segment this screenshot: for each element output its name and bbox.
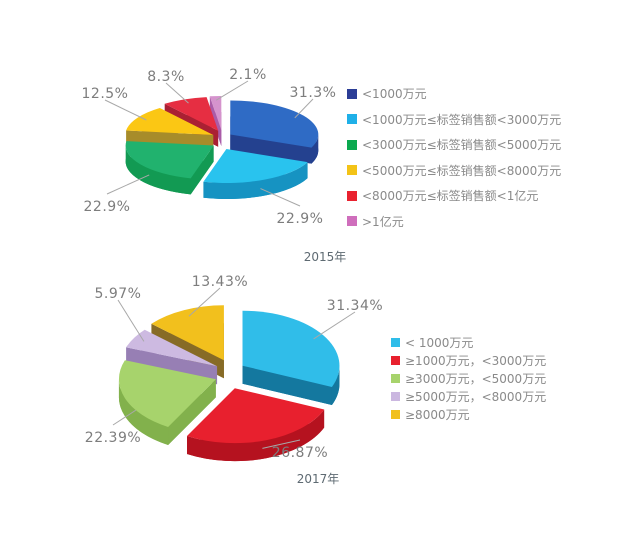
percent-label: 8.3%: [147, 69, 185, 85]
legend-label: <1000万元: [362, 87, 427, 102]
legend-item[interactable]: < 1000万元: [391, 333, 546, 351]
leader-line: [313, 311, 356, 340]
legend-swatch: [391, 355, 400, 365]
legend-label: <1000万元≤标签销售额<3000万元: [362, 112, 562, 127]
pie-slice-<3000万元≤标签销售额<5000万元[interactable]: [125, 141, 214, 179]
legend-item[interactable]: ≥1000万元，<3000万元: [391, 351, 546, 369]
pie-slice-rim: [331, 365, 340, 405]
pie-slice-rim: [118, 379, 169, 445]
pie-slice-rim: [311, 134, 319, 164]
leader-line: [294, 98, 314, 119]
legend-label: <3000万元≤标签销售额<5000万元: [362, 138, 562, 153]
chart-title-2017: 2017年: [296, 472, 340, 486]
percent-label: 5.97%: [95, 286, 142, 302]
legend-item[interactable]: ≥5000万元，<8000万元: [391, 387, 546, 405]
leader-line: [117, 299, 145, 342]
legend-item[interactable]: ≥3000万元，<5000万元: [391, 369, 546, 387]
percent-label: 26.87%: [272, 445, 328, 461]
legend-item[interactable]: <8000万元≤标签销售额<1亿元: [347, 183, 561, 209]
chart-title-2015: 2015年: [303, 250, 347, 264]
legend-label: <8000万元≤标签销售额<1亿元: [362, 189, 539, 204]
legend-label: >1亿元: [362, 214, 404, 229]
leader-line: [260, 188, 301, 207]
percent-label: 12.5%: [82, 86, 129, 102]
pie-slice-<5000万元≤标签销售额<8000万元[interactable]: [126, 108, 214, 135]
leader-line: [104, 99, 147, 121]
pie-slice-side: [242, 365, 332, 405]
pie-slice-side: [230, 134, 312, 164]
legend-swatch: [391, 391, 400, 401]
legend-label: ≥1000万元，<3000万元: [405, 353, 547, 368]
pie-slice-rim: [187, 409, 325, 462]
leader-line: [215, 80, 249, 101]
legend-item[interactable]: <1000万元: [347, 81, 561, 107]
legend-label: ≥3000万元，<5000万元: [405, 371, 547, 386]
legend-label: ≥5000万元，<8000万元: [405, 389, 547, 404]
legend-2017: < 1000万元 ≥1000万元，<3000万元 ≥3000万元，<5000万元 ≥5…: [391, 333, 546, 423]
legend-swatch: [347, 190, 357, 201]
legend-swatch: [391, 409, 400, 419]
pie-slice-rim: [125, 145, 191, 195]
legend-swatch: [347, 88, 357, 99]
legend-item[interactable]: ≥8000万元: [391, 405, 546, 423]
pie-slice-<1000万元[interactable]: [230, 100, 319, 148]
leader-line: [112, 409, 137, 426]
percent-label: 31.34%: [327, 298, 383, 314]
pie-slice-side: [209, 96, 222, 146]
legend-2015: <1000万元 <1000万元≤标签销售额<3000万元 <3000万元≤标签销售额…: [347, 81, 561, 234]
percent-label: 22.39%: [85, 430, 141, 446]
pie-slice-≥3000万元，<5000万元[interactable]: [118, 360, 216, 427]
percent-label: 22.9%: [277, 211, 324, 227]
percent-label: 2.1%: [229, 67, 267, 83]
leader-line: [165, 82, 189, 104]
leader-line: [188, 287, 221, 317]
legend-swatch: [347, 114, 357, 125]
legend-item[interactable]: <1000万元≤标签销售额<3000万元: [347, 107, 561, 133]
pie-slice-<8000万元≤标签销售额<1亿元[interactable]: [164, 97, 219, 131]
legend-swatch: [347, 216, 357, 227]
leader-line: [106, 174, 150, 195]
legend-item[interactable]: <3000万元≤标签销售额<5000万元: [347, 132, 561, 158]
legend-swatch: [347, 139, 357, 150]
percent-label: 13.43%: [192, 274, 248, 290]
percent-label: 31.3%: [290, 85, 337, 101]
legend-item[interactable]: <5000万元≤标签销售额<8000万元: [347, 158, 561, 184]
pie-slice-< 1000万元[interactable]: [242, 310, 340, 387]
pie-chart-2017: 31.34% 26.87% 22.39% 5.97% 13.43%: [85, 274, 383, 462]
legend-item[interactable]: >1亿元: [347, 209, 561, 235]
legend-swatch: [391, 373, 400, 383]
leader-line: [262, 439, 301, 449]
pie-slice-≥1000万元，<3000万元[interactable]: [187, 388, 325, 444]
legend-swatch: [391, 337, 400, 347]
legend-label: ≥8000万元: [405, 407, 470, 422]
legend-swatch: [347, 165, 357, 176]
legend-label: < 1000万元: [405, 335, 474, 350]
pie-chart-2015: 31.3% 22.9% 22.9% 12.5% 8.3% 2.1%: [82, 67, 337, 227]
pie-slice-<1000万元≤标签销售额<3000万元[interactable]: [203, 149, 308, 183]
pie-slice-side: [190, 145, 214, 195]
pie-slice-side: [168, 379, 216, 445]
pie-slice-≥5000万元，<8000万元[interactable]: [126, 329, 218, 367]
pie-slice->1亿元[interactable]: [209, 96, 222, 130]
legend-label: <5000万元≤标签销售额<8000万元: [362, 163, 562, 178]
pie-slice-≥8000万元[interactable]: [151, 305, 224, 361]
pie-slice-rim: [203, 162, 308, 199]
percent-label: 22.9%: [84, 199, 131, 215]
